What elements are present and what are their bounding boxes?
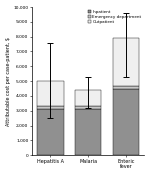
Bar: [113, 89, 139, 155]
Bar: [37, 109, 64, 155]
Bar: [75, 106, 101, 108]
Bar: [113, 86, 139, 89]
Bar: [75, 108, 101, 155]
Bar: [113, 38, 139, 86]
Y-axis label: Attributable cost per case-patient, $: Attributable cost per case-patient, $: [6, 37, 10, 126]
Bar: [37, 106, 64, 109]
Legend: Inpatient, Emergency department, Outpatient: Inpatient, Emergency department, Outpati…: [87, 9, 142, 25]
Bar: [75, 90, 101, 106]
Bar: [37, 81, 64, 106]
